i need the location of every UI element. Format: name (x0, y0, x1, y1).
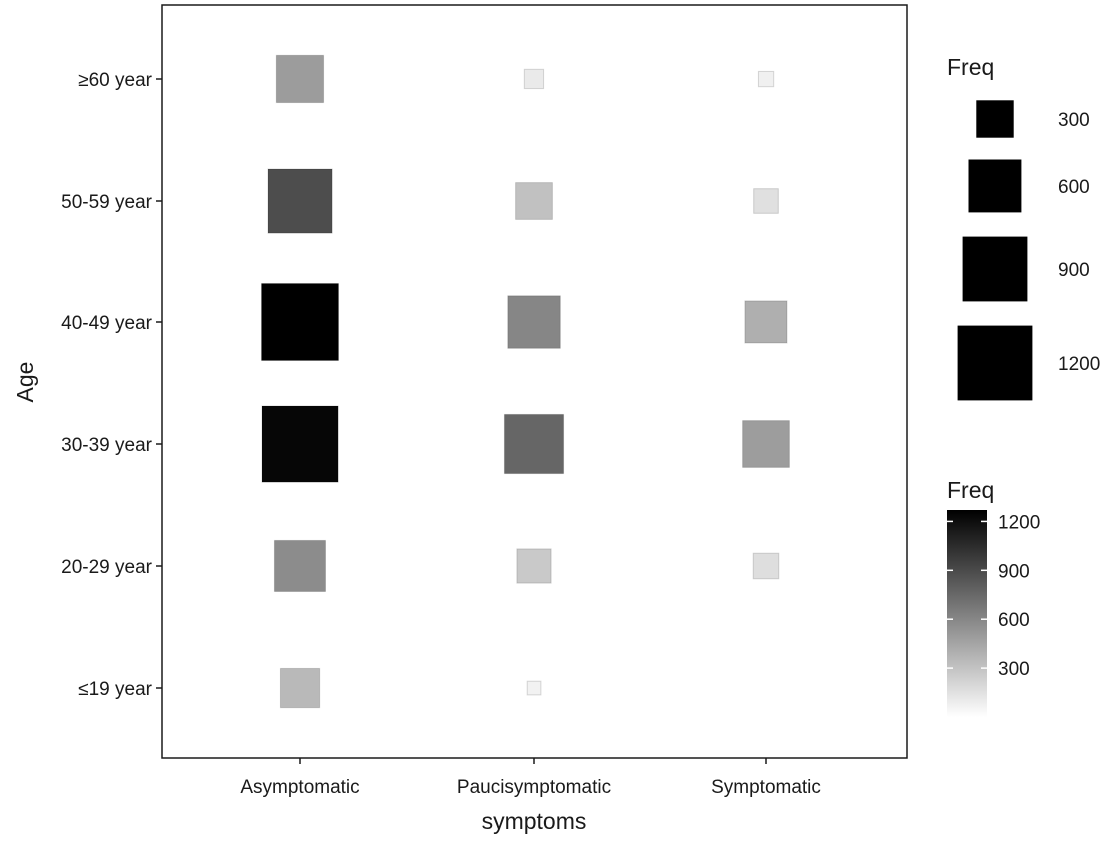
size-legend-key (976, 100, 1014, 138)
plot-panel (161, 4, 908, 759)
heat-cell (507, 295, 561, 349)
size-legend-label: 600 (1058, 177, 1090, 198)
color-legend-label: 900 (998, 561, 1030, 582)
size-legend-key (957, 325, 1033, 401)
y-tick-label: ≤19 year (78, 679, 152, 700)
y-axis: ≤19 year 20-29 year 30-39 year 40-49 year 50… (61, 70, 162, 700)
heat-cell (526, 680, 542, 696)
size-legend-key (968, 159, 1022, 213)
y-tick-label: 20-29 year (61, 557, 153, 578)
heat-cell (261, 405, 339, 483)
color-legend-title: Freq (947, 477, 994, 503)
heat-cell (279, 667, 321, 709)
color-legend: Freq 300 600 900 1200 (947, 477, 1040, 717)
y-axis-title: Age (12, 362, 38, 403)
size-legend-key (962, 236, 1028, 302)
y-tick-label: 30-39 year (61, 435, 153, 456)
x-tick-label: Symptomatic (711, 777, 821, 798)
heat-cell (516, 548, 552, 584)
size-legend-title: Freq (947, 54, 994, 80)
heat-cell (757, 70, 775, 88)
x-tick-label: Paucisymptomatic (457, 777, 611, 798)
heat-cell (503, 413, 565, 475)
heat-cell (742, 420, 790, 468)
size-legend: Freq 300 600 900 1200 (947, 54, 1100, 401)
heat-cell (515, 182, 553, 220)
heat-cell (267, 168, 333, 234)
heat-cell (752, 552, 780, 580)
heat-cell (275, 54, 325, 104)
heat-cell (753, 188, 779, 214)
y-tick-label: 50-59 year (61, 192, 153, 213)
y-tick-label: 40-49 year (61, 313, 153, 334)
size-legend-label: 1200 (1058, 354, 1100, 375)
size-legend-label: 900 (1058, 260, 1090, 281)
heat-cell (744, 300, 788, 344)
color-legend-label: 300 (998, 659, 1030, 680)
heat-cell (273, 539, 326, 593)
x-tick-label: Asymptomatic (240, 777, 359, 798)
color-legend-bar (947, 510, 987, 717)
heat-cells (261, 54, 790, 709)
x-axis: Asymptomatic Paucisymptomatic Symptomatic (240, 758, 821, 798)
x-axis-title: symptoms (482, 808, 587, 834)
color-legend-label: 600 (998, 610, 1030, 631)
size-legend-label: 300 (1058, 110, 1090, 131)
heat-cell (261, 283, 339, 361)
y-tick-label: ≥60 year (78, 70, 152, 91)
color-legend-label: 1200 (998, 512, 1040, 533)
heat-cell (523, 68, 545, 90)
